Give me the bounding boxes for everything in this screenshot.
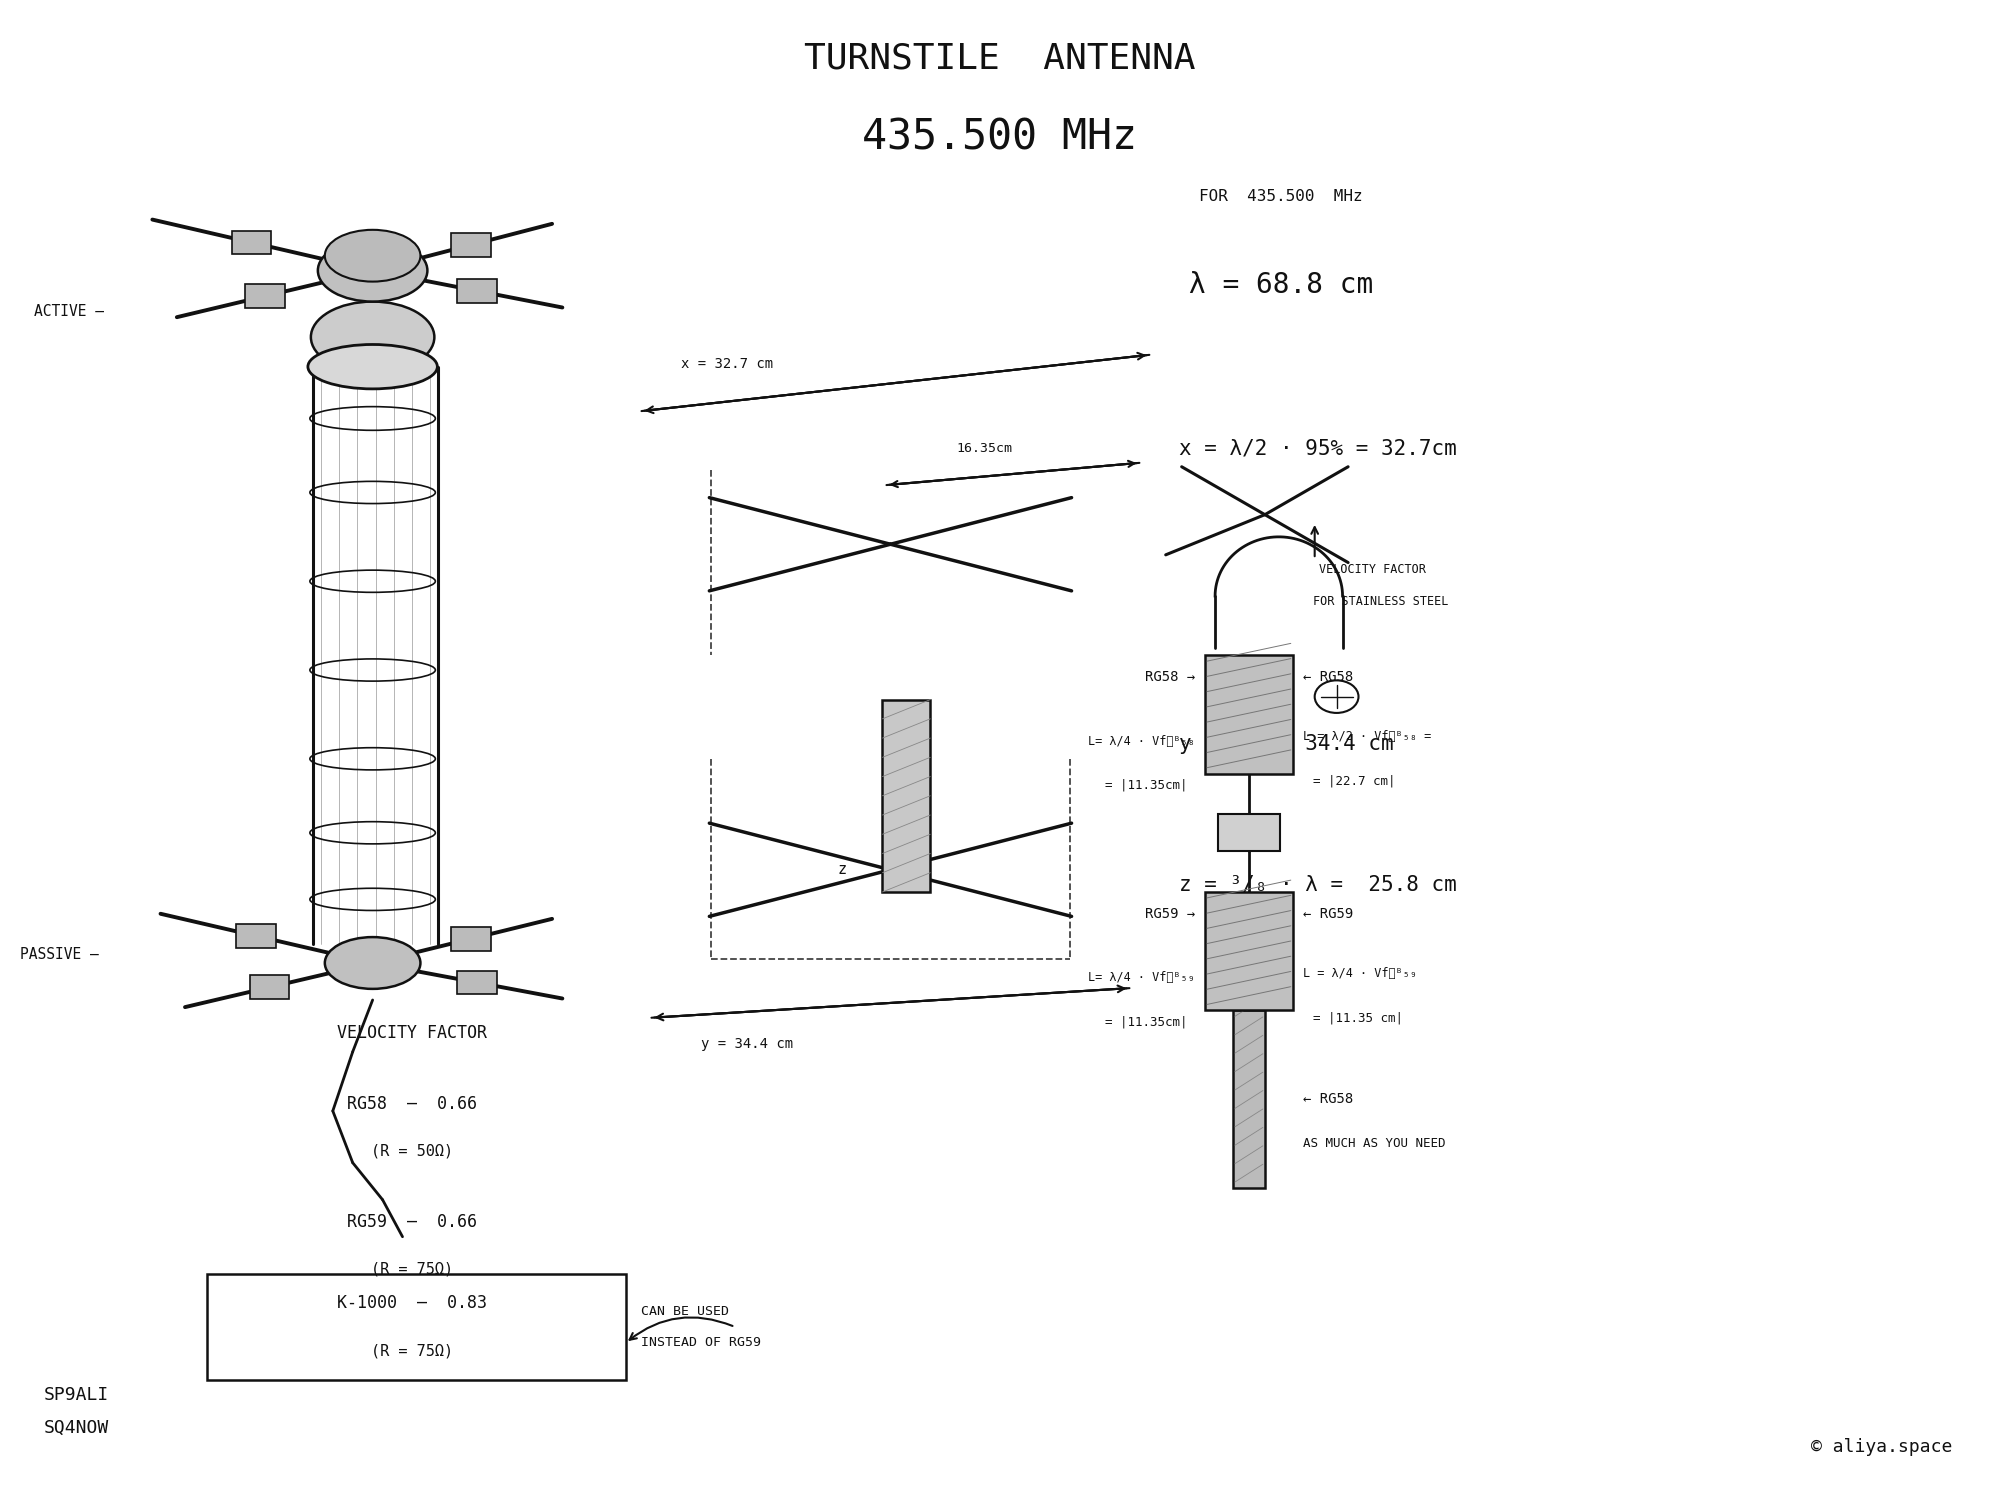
Text: 16.35cm: 16.35cm: [956, 442, 1012, 454]
Text: ← RG58: ← RG58: [1302, 1092, 1352, 1106]
Text: ACTIVE —: ACTIVE —: [34, 305, 104, 320]
Bar: [246, 284, 284, 308]
Text: ← RG59: ← RG59: [1302, 908, 1352, 921]
Text: (R = 50Ω): (R = 50Ω): [372, 1143, 454, 1159]
Ellipse shape: [324, 937, 420, 990]
Bar: [208, 1274, 626, 1381]
Text: = |11.35cm|: = |11.35cm|: [1104, 778, 1188, 792]
Ellipse shape: [308, 345, 438, 388]
Text: = |11.35cm|: = |11.35cm|: [1104, 1016, 1188, 1028]
Bar: [452, 234, 492, 256]
Text: L= λ/4 · Vfᴯᴮ₅₈: L= λ/4 · Vfᴯᴮ₅₈: [1088, 735, 1196, 747]
Text: © aliya.space: © aliya.space: [1810, 1437, 1952, 1455]
Text: = |22.7 cm|: = |22.7 cm|: [1312, 774, 1396, 787]
Text: CAN BE USED: CAN BE USED: [642, 1305, 730, 1317]
Text: z = ³/₈ · λ =  25.8 cm: z = ³/₈ · λ = 25.8 cm: [1180, 875, 1456, 894]
Text: FOR STAINLESS STEEL: FOR STAINLESS STEEL: [1312, 595, 1448, 609]
Text: RG58 →: RG58 →: [1144, 671, 1196, 684]
Text: SP9ALI: SP9ALI: [44, 1385, 110, 1405]
Bar: [458, 970, 496, 994]
Text: RG59  —  0.66: RG59 — 0.66: [348, 1213, 478, 1231]
Text: AS MUCH AS YOU NEED: AS MUCH AS YOU NEED: [1302, 1137, 1446, 1150]
Bar: [1206, 655, 1292, 774]
Text: INSTEAD OF RG59: INSTEAD OF RG59: [642, 1336, 762, 1350]
Text: 435.500 MHz: 435.500 MHz: [862, 116, 1138, 158]
Text: TURNSTILE  ANTENNA: TURNSTILE ANTENNA: [804, 42, 1196, 76]
Bar: [232, 231, 272, 254]
Text: K-1000  —  0.83: K-1000 — 0.83: [338, 1295, 488, 1312]
Text: PASSIVE —: PASSIVE —: [20, 946, 98, 961]
Text: ← RG58: ← RG58: [1302, 671, 1352, 684]
Ellipse shape: [318, 240, 428, 302]
Text: λ = 68.8 cm: λ = 68.8 cm: [1190, 271, 1374, 299]
Text: L= λ/4 · Vfᴯᴮ₅₉: L= λ/4 · Vfᴯᴮ₅₉: [1088, 972, 1196, 984]
Text: VELOCITY FACTOR: VELOCITY FACTOR: [338, 1024, 488, 1042]
Text: x = 32.7 cm: x = 32.7 cm: [682, 357, 774, 371]
Text: SQ4NOW: SQ4NOW: [44, 1418, 110, 1436]
Text: FOR  435.500  MHz: FOR 435.500 MHz: [1200, 189, 1362, 204]
Text: y = 34.4 cm: y = 34.4 cm: [702, 1037, 794, 1052]
Text: L = λ/2 · Vfᴯᴮ₅₈ =: L = λ/2 · Vfᴯᴮ₅₈ =: [1302, 731, 1430, 743]
Text: VELOCITY FACTOR: VELOCITY FACTOR: [1318, 562, 1426, 576]
Bar: [250, 976, 290, 998]
Bar: [882, 699, 930, 891]
Ellipse shape: [310, 302, 434, 372]
Bar: [1218, 814, 1280, 851]
Text: z: z: [838, 862, 846, 876]
Bar: [452, 927, 492, 951]
Text: = |11.35 cm|: = |11.35 cm|: [1312, 1012, 1402, 1024]
Bar: [458, 280, 496, 302]
Text: RG58  —  0.66: RG58 — 0.66: [348, 1095, 478, 1113]
Bar: [1234, 1010, 1264, 1187]
Ellipse shape: [324, 229, 420, 281]
Text: (R = 75Ω): (R = 75Ω): [372, 1344, 454, 1359]
Text: x = λ/2 · 95% = 32.7cm: x = λ/2 · 95% = 32.7cm: [1180, 437, 1456, 458]
Text: y = λ/2 = 34.4 cm: y = λ/2 = 34.4 cm: [1180, 734, 1394, 754]
Text: RG59 →: RG59 →: [1144, 908, 1196, 921]
Bar: [1206, 891, 1292, 1010]
Text: (R = 75Ω): (R = 75Ω): [372, 1262, 454, 1277]
Bar: [236, 924, 276, 948]
Text: L = λ/4 · Vfᴯᴮ₅₉: L = λ/4 · Vfᴯᴮ₅₉: [1302, 967, 1416, 981]
